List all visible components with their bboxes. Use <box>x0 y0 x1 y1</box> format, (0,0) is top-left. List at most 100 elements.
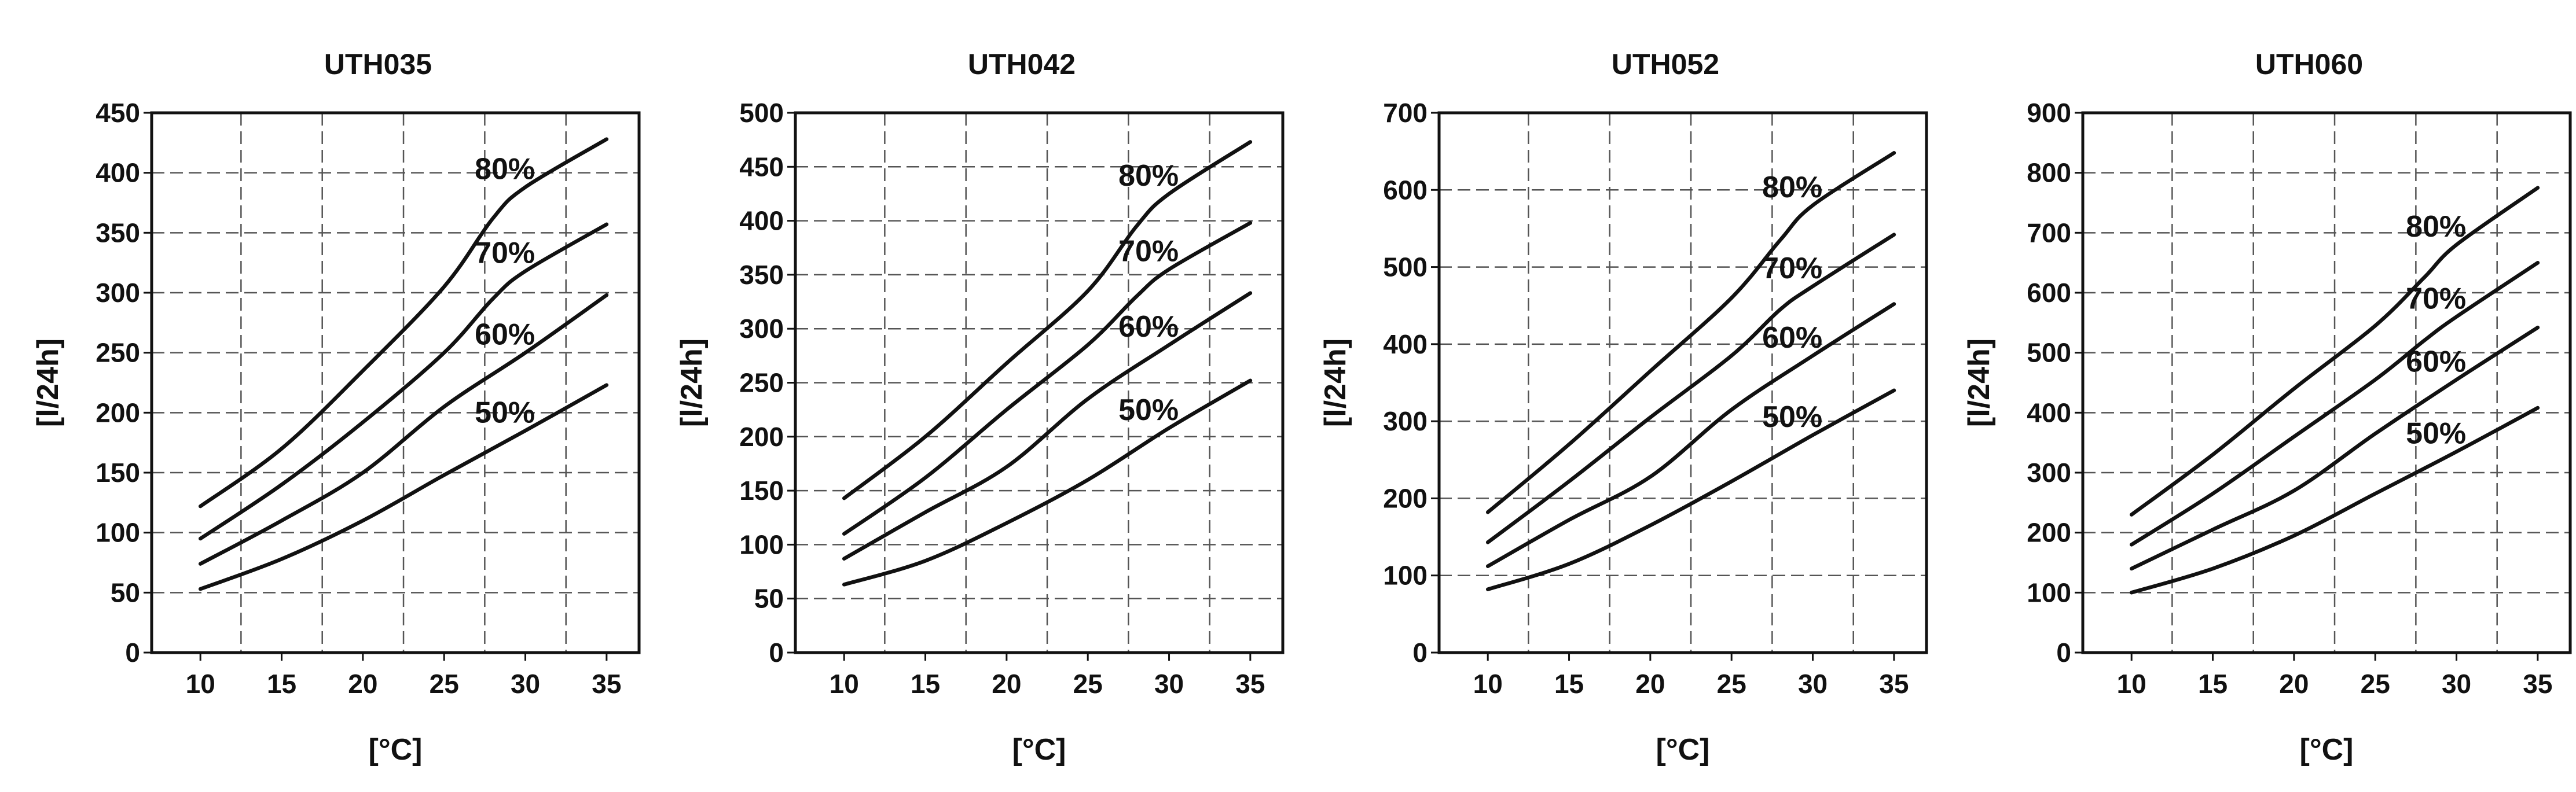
y-tick-label: 50 <box>111 577 140 607</box>
y-tick-label: 800 <box>2027 158 2071 188</box>
x-tick-label: 20 <box>2279 669 2309 699</box>
x-tick-label: 30 <box>511 669 540 699</box>
y-tick-label: 600 <box>2027 278 2071 308</box>
chart-panel-uth060: 0 100 200 300 400 500 600 700 800 900 10 15 20 25 30 35… <box>1962 48 2572 767</box>
x-tick-label: 15 <box>1554 669 1584 699</box>
x-tick-label: 10 <box>1473 669 1503 699</box>
y-tick-label: 100 <box>96 518 140 548</box>
y-axis-label: [l/24h] <box>31 338 65 427</box>
y-tick-label: 100 <box>739 529 784 559</box>
plot-frame <box>150 111 641 654</box>
y-tick-label: 300 <box>1383 406 1428 436</box>
x-tick-label: 20 <box>992 669 1021 699</box>
y-tick-label: 250 <box>739 368 784 398</box>
x-tick-label: 20 <box>1635 669 1665 699</box>
y-tick-label: 50 <box>754 584 784 614</box>
x-tick-label: 10 <box>830 669 859 699</box>
x-tick-label: 10 <box>2117 669 2146 699</box>
y-tick-label: 0 <box>769 638 784 668</box>
chart-title: UTH052 <box>1612 48 1719 80</box>
y-tick-label: 500 <box>1383 252 1428 282</box>
y-tick-label: 450 <box>96 98 140 128</box>
series-line-70pct <box>1485 233 1896 544</box>
series-label: 60% <box>2406 345 2466 378</box>
series-label: 80% <box>475 153 535 186</box>
series-label: 60% <box>475 318 535 352</box>
y-tick-label: 300 <box>739 314 784 344</box>
y-tick-label: 200 <box>96 397 140 428</box>
y-tick-label: 0 <box>1412 638 1428 668</box>
series-line-50pct <box>198 383 609 591</box>
series-label: 60% <box>1762 321 1822 355</box>
series-label: 50% <box>475 396 535 429</box>
y-axis-label: [l/24h] <box>1962 338 1996 427</box>
y-tick-label: 300 <box>96 278 140 308</box>
series-label: 60% <box>1118 310 1179 344</box>
x-tick-label: 25 <box>1717 669 1746 699</box>
series-label: 70% <box>1118 235 1179 268</box>
series-line-80pct <box>198 137 609 509</box>
x-axis-label: [°C] <box>369 733 423 767</box>
y-tick-label: 300 <box>2027 458 2071 488</box>
y-tick-label: 900 <box>2027 98 2071 128</box>
y-tick-label: 200 <box>739 422 784 452</box>
chart-panel-uth042: 0 50 100 150 200 250 300 350 400 450 500 10 15 20 25 30… <box>675 48 1285 767</box>
y-axis-label: [l/24h] <box>675 338 709 427</box>
series-label: 80% <box>1118 159 1179 193</box>
x-tick-label: 15 <box>2198 669 2228 699</box>
series-label: 50% <box>2406 417 2466 451</box>
y-tick-label: 0 <box>2056 638 2071 668</box>
plot-frame <box>1437 111 1928 654</box>
series-label: 70% <box>2406 282 2466 315</box>
y-tick-label: 0 <box>125 638 140 668</box>
series-label: 80% <box>1762 171 1822 204</box>
x-tick-label: 35 <box>592 669 621 699</box>
y-tick-label: 150 <box>739 476 784 506</box>
chart-title: UTH042 <box>968 48 1076 80</box>
y-tick-label: 350 <box>96 218 140 248</box>
y-tick-label: 200 <box>1383 483 1428 513</box>
series-line-80pct <box>842 140 1253 500</box>
y-tick-label: 500 <box>2027 338 2071 368</box>
x-tick-label: 10 <box>186 669 215 699</box>
series-line-50pct <box>1485 388 1896 591</box>
series-line-70pct <box>842 221 1253 536</box>
y-tick-label: 600 <box>1383 175 1428 205</box>
plot-frame <box>2081 111 2572 654</box>
y-tick-label: 100 <box>2027 577 2071 607</box>
y-tick-label: 400 <box>739 206 784 236</box>
x-tick-label: 30 <box>1798 669 1828 699</box>
x-axis-label: [°C] <box>2300 733 2354 767</box>
y-tick-label: 400 <box>1383 329 1428 359</box>
x-tick-label: 35 <box>2523 669 2552 699</box>
chart-title: UTH035 <box>324 48 432 80</box>
x-tick-label: 15 <box>911 669 940 699</box>
series-line-70pct <box>198 222 609 541</box>
y-tick-label: 700 <box>1383 98 1428 128</box>
y-tick-label: 350 <box>739 260 784 290</box>
y-tick-label: 700 <box>2027 218 2071 248</box>
chart-title: UTH060 <box>2255 48 2363 80</box>
y-axis-label: [l/24h] <box>1319 338 1352 427</box>
x-tick-label: 20 <box>348 669 377 699</box>
y-tick-label: 200 <box>2027 518 2071 548</box>
x-axis-label: [°C] <box>1656 733 1710 767</box>
x-tick-label: 25 <box>2361 669 2390 699</box>
x-axis-label: [°C] <box>1012 733 1066 767</box>
series-line-60pct <box>842 291 1253 561</box>
chart-panel-uth052: 0 100 200 300 400 500 600 700 10 15 20 25 30 35 UTH052… <box>1319 48 1928 767</box>
series-line-80pct <box>1485 151 1896 514</box>
series-label: 50% <box>1762 400 1822 434</box>
y-tick-label: 400 <box>2027 397 2071 428</box>
series-line-60pct <box>198 293 609 566</box>
y-tick-label: 500 <box>739 98 784 128</box>
series-line-60pct <box>1485 302 1896 568</box>
series-label: 80% <box>2406 210 2466 244</box>
series-line-70pct <box>2129 260 2540 547</box>
series-label: 50% <box>1118 393 1179 427</box>
series-label: 70% <box>1762 252 1822 285</box>
y-tick-label: 400 <box>96 158 140 188</box>
y-tick-label: 250 <box>96 338 140 368</box>
series-line-80pct <box>2129 186 2540 517</box>
